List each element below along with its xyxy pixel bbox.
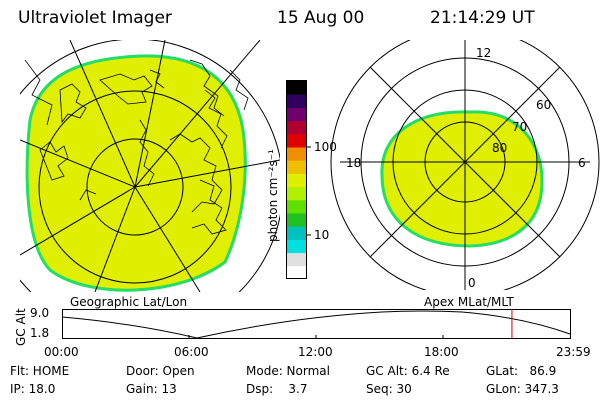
info-dsp: Dsp: 3.7 (246, 382, 308, 396)
info-ip: IP: 18.0 (10, 382, 56, 396)
timeline-ytick-top: 9.0 (30, 306, 50, 320)
magnetic-polar-plot (330, 40, 600, 290)
colorbar-segment (287, 252, 306, 267)
info-door: Door: Open (126, 364, 195, 378)
colorbar-unit-label: photon cm⁻²s⁻¹ (266, 149, 280, 242)
colorbar-ticks (306, 146, 311, 236)
colorbar-segment (287, 94, 306, 108)
colorbar-tick-10: 10 (314, 228, 330, 242)
colorbar-segment (287, 173, 306, 188)
info-seq: Seq: 30 (366, 382, 412, 396)
timeline-xtick-4: 23:59 (556, 345, 591, 359)
date-label: 15 Aug 00 (277, 8, 365, 28)
info-glat: GLat: 86.9 (486, 364, 557, 378)
timeline-ytick-bottom: 1.8 (30, 326, 50, 340)
mlt-label-6: 6 (578, 156, 586, 170)
info-gain: Gain: 13 (126, 382, 177, 396)
colorbar-segment (287, 107, 306, 122)
colorbar-segment (287, 213, 306, 227)
geographic-panel-label: Geographic Lat/Lon (70, 295, 188, 309)
instrument-title: Ultraviolet Imager (18, 8, 172, 28)
colorbar-segment (287, 186, 306, 201)
info-flight: Flt: HOME (10, 364, 70, 378)
colorbar-segment (287, 133, 306, 148)
info-gc-alt: GC Alt: 6.4 Re (366, 364, 450, 378)
colorbar-segment (287, 226, 306, 240)
mlt-label-12: 12 (476, 46, 492, 60)
colorbar-segment (287, 160, 306, 174)
colorbar (286, 80, 307, 280)
colorbar-segment (287, 147, 306, 161)
aurora-image-magnetic (380, 110, 544, 248)
time-label: 21:14:29 UT (430, 8, 535, 28)
altitude-timeline (62, 309, 571, 339)
colorbar-segment (287, 239, 306, 254)
mlat-label-60: 60 (536, 98, 552, 112)
info-mode: Mode: Normal (246, 364, 330, 378)
info-glon: GLon: 347.3 (486, 382, 559, 396)
mlat-label-80: 80 (492, 141, 508, 155)
timeline-ylabel: GC Alt (14, 308, 28, 346)
mlat-label-70: 70 (512, 120, 528, 134)
timeline-xtick-0: 00:00 (44, 345, 79, 359)
mlt-label-0: 0 (468, 276, 476, 290)
mlt-label-18: 18 (346, 156, 362, 170)
timeline-xtick-1: 06:00 (174, 345, 209, 359)
timeline-xtick-3: 18:00 (424, 345, 459, 359)
colorbar-segment (287, 265, 306, 280)
colorbar-segment (287, 199, 306, 214)
altitude-curve (62, 310, 571, 339)
colorbar-segment (287, 81, 306, 95)
colorbar-segment (287, 120, 306, 135)
magnetic-panel-label: Apex MLat/MLT (424, 295, 514, 309)
timeline-xtick-2: 12:00 (298, 345, 333, 359)
